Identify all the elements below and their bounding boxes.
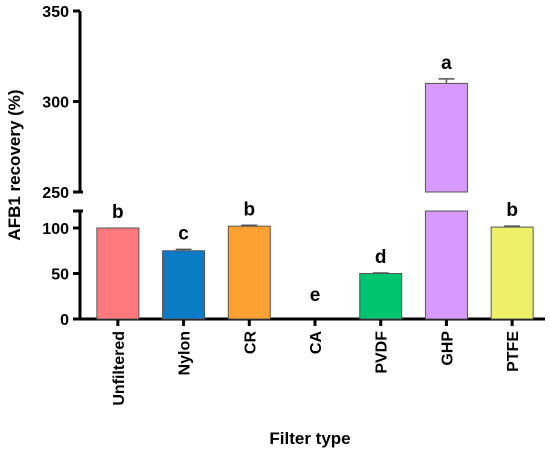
x-tick-label: PVDF	[374, 331, 391, 374]
x-tick-label: Nylon	[177, 331, 194, 375]
x-tick-label: Unfiltered	[111, 331, 128, 406]
significance-letter: b	[243, 199, 255, 220]
y-tick-label: 50	[51, 267, 69, 284]
y-tick-label: 250	[42, 185, 69, 202]
significance-labels: b c b e d a b	[112, 53, 518, 306]
y-tick-label: 100	[42, 221, 69, 238]
y-axis-title: AFB1 recovery (%)	[5, 89, 24, 240]
significance-letter: e	[310, 285, 321, 306]
bar-ghp-upper	[424, 82, 468, 193]
bar-cr	[227, 225, 271, 320]
bar-unfiltered	[96, 227, 140, 320]
significance-letter: b	[506, 200, 518, 221]
x-tick-labels: Unfiltered Nylon CR CA PVDF GHP PTFE	[111, 331, 522, 406]
bar-nylon	[162, 250, 206, 320]
x-tick-label: CA	[308, 331, 325, 355]
bar-pvdf	[359, 273, 403, 320]
x-tick-label: CR	[242, 331, 259, 355]
y-tick-label: 0	[60, 312, 69, 329]
y-axis-lower-segment: 0 50 100	[42, 209, 83, 329]
significance-letter: d	[375, 247, 387, 268]
x-axis	[78, 317, 545, 326]
x-axis-title: Filter type	[269, 429, 350, 448]
bar-series	[96, 78, 534, 320]
significance-letter: b	[112, 202, 124, 223]
y-axis-upper-segment: 250 300 350	[42, 4, 83, 202]
y-tick-label: 350	[42, 4, 69, 21]
significance-letter: a	[441, 53, 452, 74]
significance-letter: c	[178, 223, 189, 244]
bar-ghp-lower	[424, 210, 468, 320]
y-tick-label: 300	[42, 95, 69, 112]
x-tick-label: PTFE	[505, 331, 522, 372]
bar-ptfe	[490, 226, 534, 320]
x-tick-label: GHP	[439, 331, 456, 366]
